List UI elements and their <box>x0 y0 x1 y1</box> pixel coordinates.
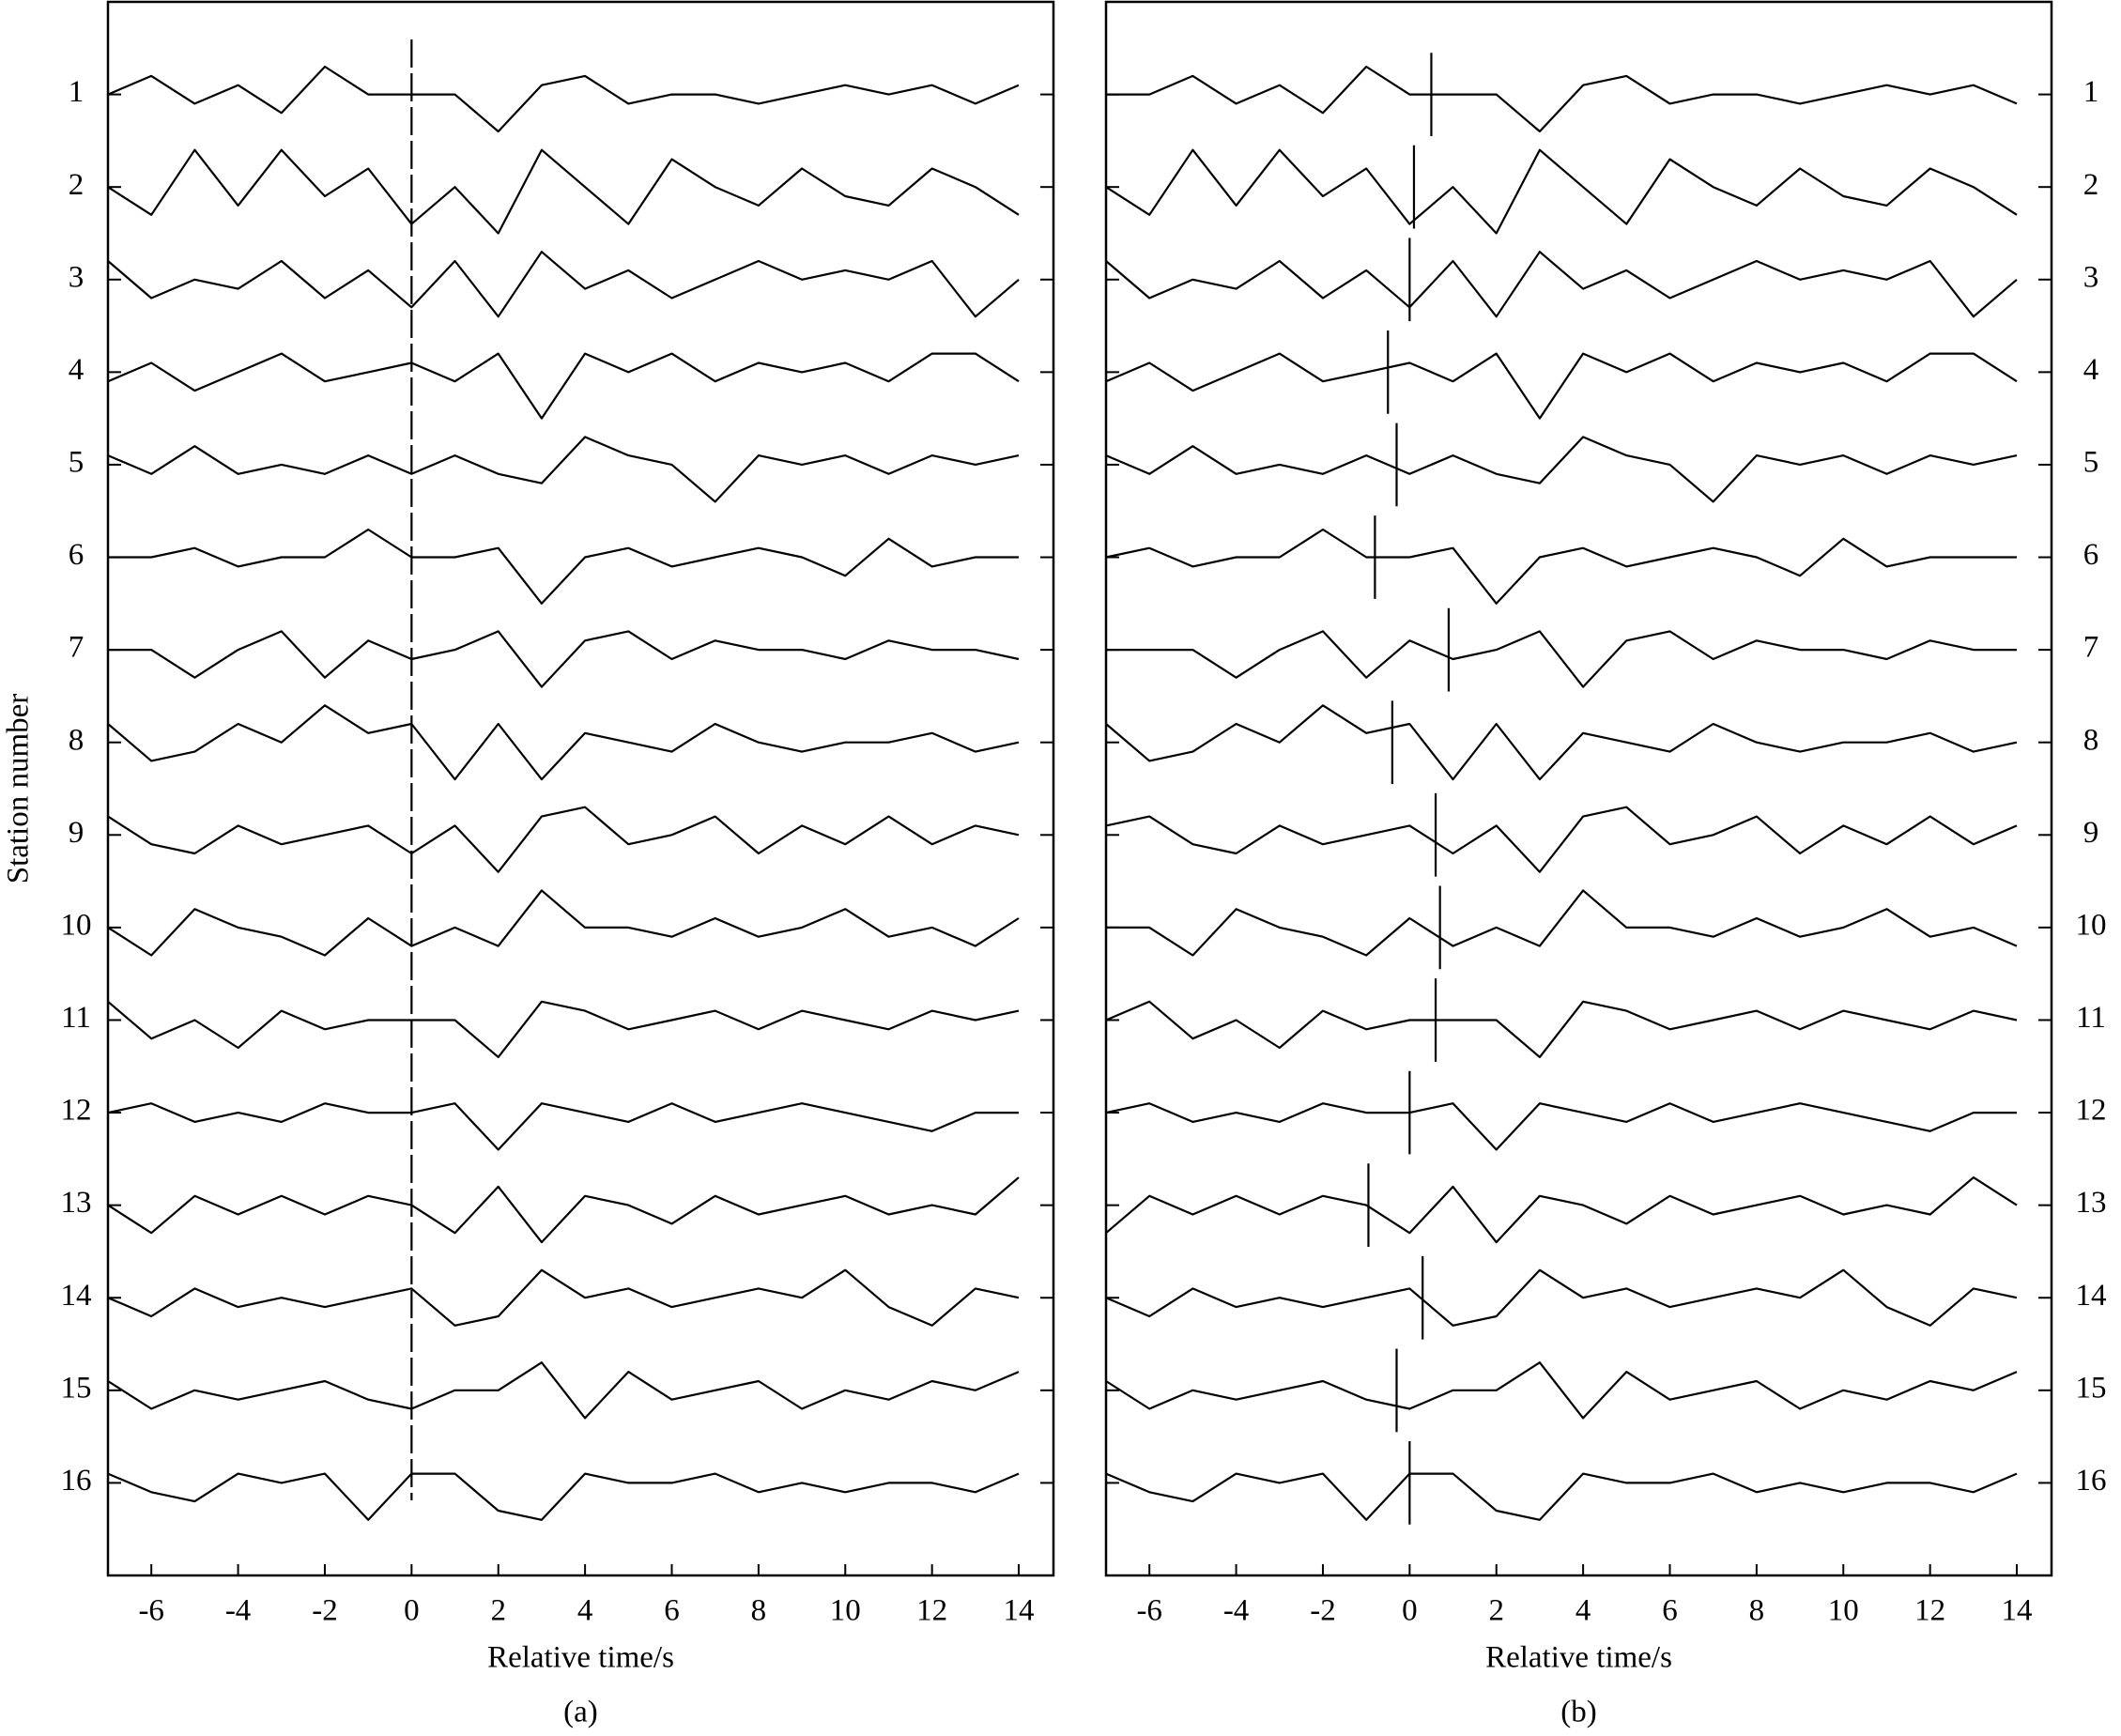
x-tick-label: 8 <box>1749 1594 1765 1628</box>
trace <box>107 436 1020 503</box>
x-tick-label: 4 <box>577 1594 593 1628</box>
y-tick-label: 11 <box>61 1001 91 1035</box>
trace <box>1105 436 2018 503</box>
y-tick-label: 2 <box>2083 168 2099 202</box>
x-tick-label: -6 <box>138 1594 164 1628</box>
trace <box>1105 352 2018 420</box>
trace <box>1105 528 2017 605</box>
y-tick-label: 10 <box>61 908 92 942</box>
y-tick-label: 6 <box>69 538 85 572</box>
x-tick-label: 10 <box>1828 1594 1859 1628</box>
y-tick-label: 1 <box>69 75 85 109</box>
y-tick-label: 7 <box>69 631 85 665</box>
trace <box>1105 1472 2018 1521</box>
trace <box>107 806 1020 873</box>
trace <box>1106 889 2018 957</box>
x-tick-label: 12 <box>916 1594 947 1628</box>
y-tick-label: 2 <box>69 168 85 202</box>
x-axis-label: Relative time/s <box>1485 1641 1672 1675</box>
trace <box>107 148 1020 235</box>
plot-frame <box>106 0 1055 1577</box>
trace <box>1105 148 2018 235</box>
trace <box>107 1268 1020 1327</box>
trace <box>1105 806 2018 873</box>
x-tick-label: 0 <box>1402 1594 1418 1628</box>
y-tick-label: 4 <box>2083 353 2099 387</box>
trace <box>107 65 1020 133</box>
x-tick-label: 2 <box>490 1594 506 1628</box>
x-tick-label: 6 <box>664 1594 680 1628</box>
y-tick-label: 9 <box>2083 816 2099 850</box>
y-tick-label: 4 <box>69 353 85 387</box>
trace <box>1106 65 2018 133</box>
trace <box>107 1000 1020 1058</box>
y-tick-label: 12 <box>61 1094 92 1128</box>
y-tick-label: 8 <box>2083 723 2099 757</box>
y-axis-label: Station number <box>2 694 36 884</box>
x-tick-label: 12 <box>1914 1594 1945 1628</box>
y-tick-label: 12 <box>2076 1094 2107 1128</box>
trace <box>107 251 1020 318</box>
trace <box>1105 1268 2018 1327</box>
y-tick-label: 16 <box>61 1464 92 1498</box>
y-tick-label: 14 <box>61 1279 92 1313</box>
y-tick-label: 8 <box>69 723 85 757</box>
plot-frame <box>1104 0 2053 1577</box>
x-tick-label: 6 <box>1662 1594 1678 1628</box>
x-tick-label: 14 <box>2002 1594 2033 1628</box>
trace <box>108 528 1019 605</box>
y-tick-label: 13 <box>2076 1186 2107 1220</box>
trace <box>107 1176 1020 1244</box>
y-tick-label: 13 <box>61 1186 92 1220</box>
trace <box>107 1361 1020 1420</box>
x-tick-label: -4 <box>225 1594 252 1628</box>
caption: (a) <box>563 1696 598 1729</box>
y-tick-label: 15 <box>61 1371 92 1405</box>
trace <box>1106 630 2017 688</box>
trace <box>107 1472 1020 1521</box>
x-tick-label: -4 <box>1223 1594 1250 1628</box>
y-tick-label: 3 <box>2083 260 2099 294</box>
trace <box>1105 1102 2017 1151</box>
y-tick-label: 11 <box>2076 1001 2106 1035</box>
x-tick-label: 8 <box>751 1594 767 1628</box>
trace <box>1105 251 2018 318</box>
trace <box>107 352 1020 420</box>
y-tick-label: 5 <box>2083 446 2099 480</box>
y-tick-label: 14 <box>2076 1279 2107 1313</box>
x-axis-label: Relative time/s <box>487 1641 674 1675</box>
trace <box>1105 1000 2018 1058</box>
y-tick-label: 7 <box>2083 631 2099 665</box>
trace <box>107 1102 1019 1151</box>
y-tick-label: 5 <box>69 446 85 480</box>
x-tick-label: 14 <box>1004 1594 1035 1628</box>
x-tick-label: -2 <box>312 1594 338 1628</box>
x-tick-label: 10 <box>830 1594 861 1628</box>
x-tick-label: -2 <box>1310 1594 1336 1628</box>
trace <box>107 704 1020 781</box>
x-tick-label: 4 <box>1575 1594 1591 1628</box>
x-tick-label: 2 <box>1488 1594 1504 1628</box>
trace <box>108 630 1020 688</box>
trace <box>107 889 1020 957</box>
y-tick-label: 10 <box>2076 908 2107 942</box>
caption: (b) <box>1560 1696 1596 1729</box>
y-tick-label: 9 <box>69 816 85 850</box>
trace <box>1105 1361 2018 1420</box>
y-tick-label: 1 <box>2083 75 2099 109</box>
y-tick-label: 3 <box>69 260 85 294</box>
y-tick-label: 16 <box>2076 1464 2107 1498</box>
x-tick-label: -6 <box>1136 1594 1162 1628</box>
y-tick-label: 15 <box>2076 1371 2107 1405</box>
x-tick-label: 0 <box>404 1594 420 1628</box>
trace <box>1105 704 2018 781</box>
y-tick-label: 6 <box>2083 538 2099 572</box>
trace <box>1105 1176 2018 1244</box>
